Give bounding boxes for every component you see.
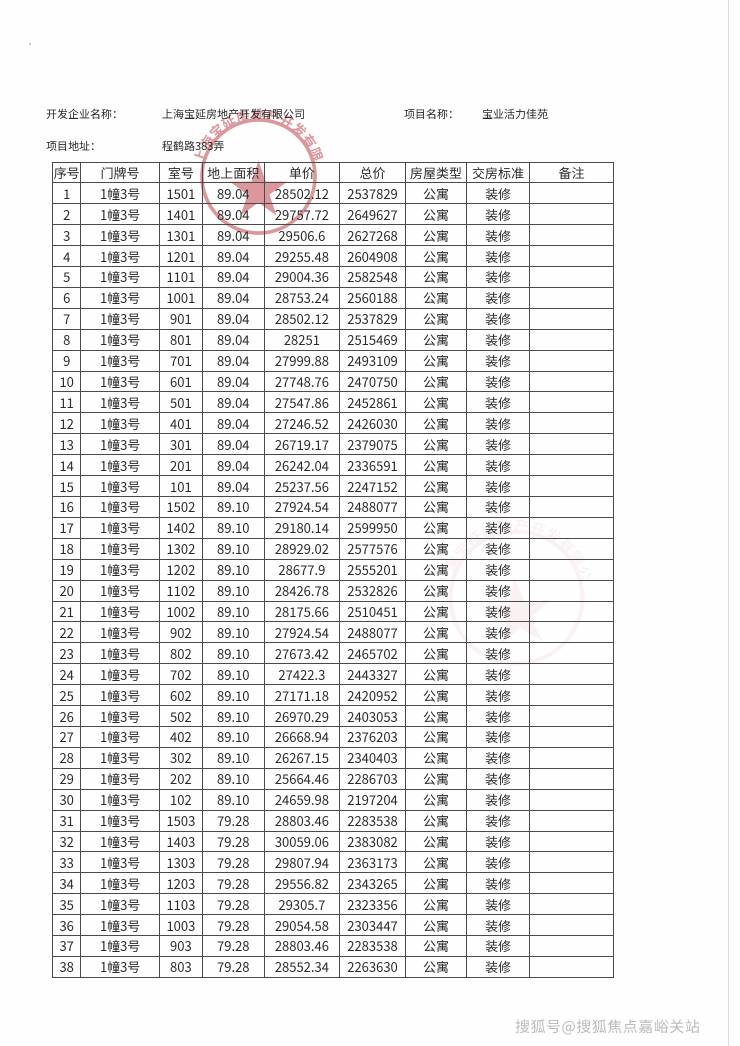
svg-text:上海宝延房地产开发有限公司: 上海宝延房地产开发有限公司 <box>186 104 329 166</box>
